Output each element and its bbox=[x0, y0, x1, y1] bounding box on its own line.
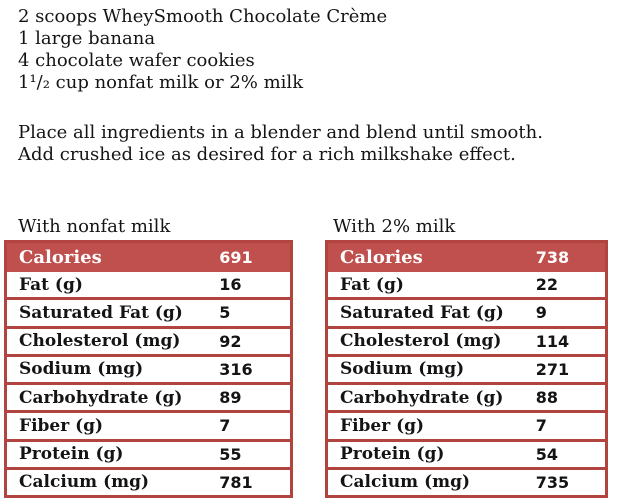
table-row: Cholesterol (mg) 92 bbox=[7, 325, 290, 354]
row-label: Calcium (mg) bbox=[19, 472, 150, 493]
table-row: Fat (g) 16 bbox=[7, 272, 290, 297]
table-row: Protein (g) 55 bbox=[7, 438, 290, 467]
row-value: 88 bbox=[535, 388, 559, 408]
row-value: 114 bbox=[535, 331, 570, 351]
table-caption-nonfat: With nonfat milk bbox=[18, 216, 171, 237]
row-value: 22 bbox=[535, 275, 559, 295]
row-value: 55 bbox=[219, 444, 242, 464]
instructions: Place all ingredients in a blender and b… bbox=[18, 122, 543, 166]
row-label: Carbohydrate (g) bbox=[340, 387, 504, 408]
row-label: Protein (g) bbox=[340, 444, 445, 465]
row-value: 271 bbox=[535, 359, 570, 379]
ingredient-line: 4 chocolate wafer cookies bbox=[18, 50, 255, 71]
table-row: Saturated Fat (g) 5 bbox=[7, 297, 290, 325]
header-value: 691 bbox=[219, 248, 253, 267]
table-row: Saturated Fat (g) 9 bbox=[328, 297, 605, 325]
ingredient-line: 1 large banana bbox=[18, 28, 156, 49]
row-value: 9 bbox=[535, 303, 547, 323]
row-value: 5 bbox=[219, 303, 231, 323]
table-row: Carbohydrate (g) 88 bbox=[328, 382, 605, 410]
row-label: Fat (g) bbox=[340, 274, 404, 295]
row-value: 316 bbox=[219, 359, 253, 379]
row-label: Protein (g) bbox=[19, 444, 124, 465]
row-value: 16 bbox=[219, 275, 242, 295]
instruction-line: Add crushed ice as desired for a rich mi… bbox=[18, 144, 516, 165]
row-value: 7 bbox=[535, 416, 547, 436]
row-label: Fiber (g) bbox=[340, 415, 425, 436]
table-row: Sodium (mg) 316 bbox=[7, 353, 290, 382]
table-row: Sodium (mg) 271 bbox=[328, 353, 605, 382]
row-value: 781 bbox=[219, 472, 253, 492]
table-row: Calcium (mg) 781 bbox=[7, 466, 290, 495]
row-label: Saturated Fat (g) bbox=[19, 302, 183, 323]
row-label: Fiber (g) bbox=[19, 415, 104, 436]
row-label: Saturated Fat (g) bbox=[340, 302, 504, 323]
ingredient-line: 1¹/₂ cup nonfat milk or 2% milk bbox=[18, 72, 304, 93]
table-row: Fat (g) 22 bbox=[328, 272, 605, 297]
row-label: Carbohydrate (g) bbox=[19, 387, 183, 408]
table-row: Calcium (mg) 735 bbox=[328, 466, 605, 495]
row-label: Calcium (mg) bbox=[340, 472, 471, 493]
header-label: Calories bbox=[19, 247, 102, 268]
row-label: Sodium (mg) bbox=[19, 359, 144, 380]
row-value: 54 bbox=[535, 444, 559, 464]
row-value: 735 bbox=[535, 472, 570, 492]
table-row: Carbohydrate (g) 89 bbox=[7, 382, 290, 410]
row-value: 92 bbox=[219, 331, 242, 351]
header-label: Calories bbox=[340, 247, 423, 268]
row-label: Cholesterol (mg) bbox=[340, 331, 502, 352]
instruction-line: Place all ingredients in a blender and b… bbox=[18, 122, 543, 143]
table-row: Protein (g) 54 bbox=[328, 438, 605, 467]
table-row: Fiber (g) 7 bbox=[328, 410, 605, 438]
nutrition-table-2pct: Calories 738 Fat (g) 22 Saturated Fat (g… bbox=[325, 240, 608, 498]
ingredient-list: 2 scoops WheySmooth Chocolate Crème 1 la… bbox=[18, 6, 387, 94]
row-label: Cholesterol (mg) bbox=[19, 331, 181, 352]
row-value: 89 bbox=[219, 388, 242, 408]
row-label: Fat (g) bbox=[19, 274, 83, 295]
ingredient-line: 2 scoops WheySmooth Chocolate Crème bbox=[18, 6, 388, 27]
row-label: Sodium (mg) bbox=[340, 359, 465, 380]
table-header-row: Calories 691 bbox=[7, 243, 290, 272]
table-caption-2pct: With 2% milk bbox=[333, 216, 456, 237]
row-value: 7 bbox=[219, 416, 231, 436]
header-value: 738 bbox=[535, 248, 570, 267]
nutrition-table-nonfat: Calories 691 Fat (g) 16 Saturated Fat (g… bbox=[4, 240, 293, 498]
table-header-row: Calories 738 bbox=[328, 243, 605, 272]
table-row: Cholesterol (mg) 114 bbox=[328, 325, 605, 354]
table-row: Fiber (g) 7 bbox=[7, 410, 290, 438]
